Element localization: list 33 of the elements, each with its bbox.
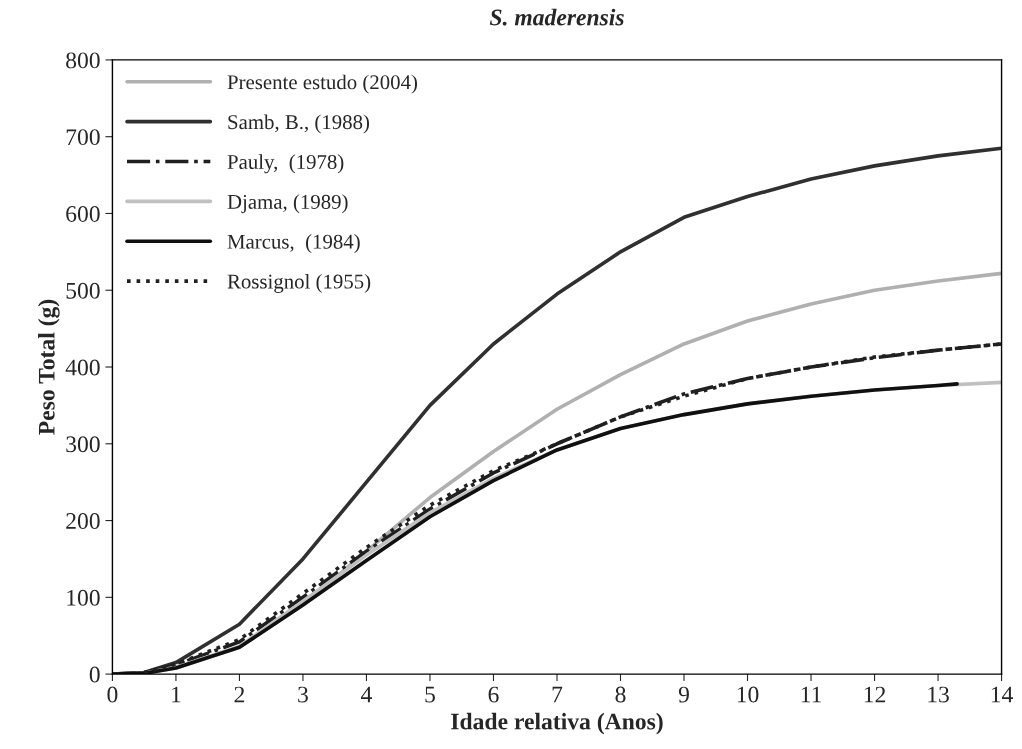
x-tick-label: 6 <box>488 686 499 703</box>
x-tick-label: 1 <box>172 686 181 703</box>
y-tick-label: 300 <box>66 436 100 453</box>
y-tick-label: 700 <box>66 129 100 146</box>
chart-title: S. maderensis <box>489 8 624 26</box>
y-tick-label: 800 <box>66 52 100 69</box>
y-tick-label: 600 <box>66 205 100 222</box>
legend-label: Rossignol (1955) <box>227 273 371 293</box>
legend-label: Samb, B., (1988) <box>228 114 370 134</box>
y-tick-label: 500 <box>66 282 100 299</box>
x-tick-label: 4 <box>361 686 372 703</box>
x-tick-label: 10 <box>737 686 759 703</box>
legend-label: Pauly, (1978) <box>227 154 344 174</box>
x-tick-label: 2 <box>234 686 245 703</box>
legend-label: Presente estudo (2004) <box>227 74 418 94</box>
x-tick-label: 14 <box>991 686 1013 703</box>
y-tick-label: 400 <box>65 359 100 376</box>
y-axis-title: Peso Total (g) <box>38 299 60 435</box>
legend-label: Marcus, (1984) <box>227 234 360 253</box>
legend-label: Djama, (1989) <box>227 194 348 214</box>
x-tick-label: 5 <box>425 686 435 703</box>
x-tick-label: 0 <box>107 686 118 703</box>
x-tick-label: 9 <box>678 686 689 703</box>
x-axis-title: Idade relativa (Anos) <box>451 712 663 735</box>
x-tick-label: 8 <box>615 686 626 703</box>
y-tick-label: 100 <box>67 589 100 606</box>
y-tick-label: 0 <box>89 666 100 683</box>
y-tick-label: 200 <box>66 513 100 529</box>
x-tick-label: 12 <box>864 686 886 703</box>
x-tick-label: 11 <box>801 686 821 703</box>
x-tick-label: 3 <box>298 686 308 703</box>
x-tick-label: 13 <box>928 686 949 703</box>
x-tick-label: 7 <box>552 686 563 703</box>
